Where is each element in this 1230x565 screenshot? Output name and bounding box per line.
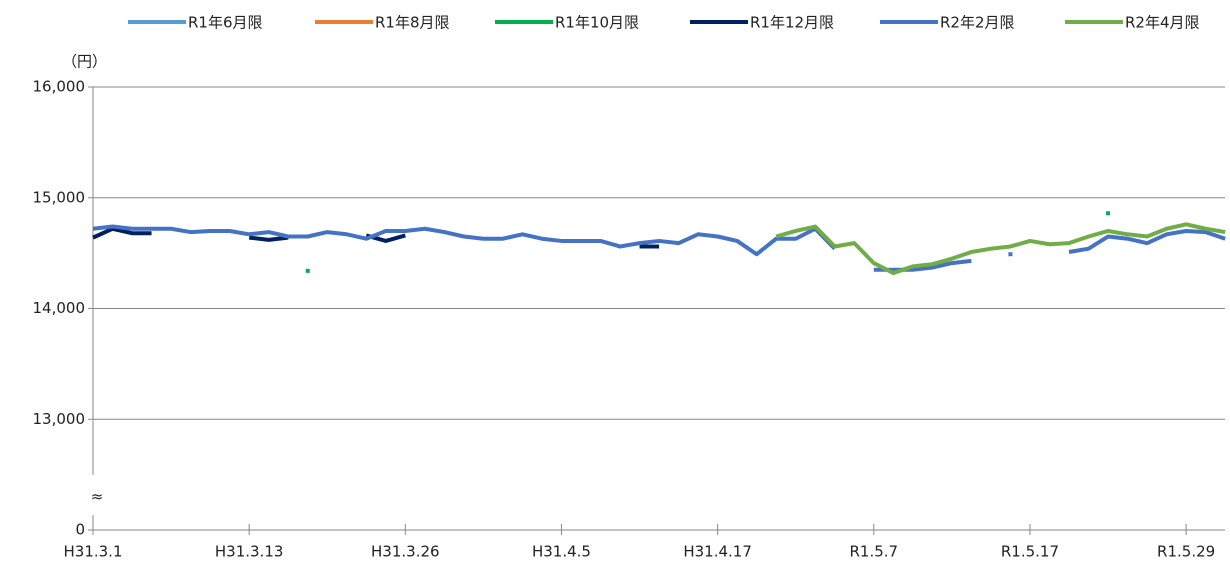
- series-line: [248, 235, 289, 242]
- data-point: [1008, 252, 1013, 257]
- legend-label: R1年6月限: [188, 14, 263, 32]
- x-tick-label: H31.4.5: [532, 543, 591, 561]
- y-tick-label: 15,000: [33, 188, 86, 206]
- data-point: [305, 268, 310, 273]
- series-line: [92, 226, 152, 240]
- series-line: [1068, 228, 1226, 254]
- x-tick-label: H31.4.17: [683, 543, 752, 561]
- legend-label: R2年4月限: [1125, 14, 1200, 32]
- series-line: [92, 224, 837, 257]
- x-tick-label: R1.5.29: [1157, 543, 1215, 561]
- y-tick-label: 13,000: [33, 410, 86, 428]
- y-tick-label: 0: [75, 521, 85, 539]
- x-tick-label: R1.5.7: [850, 543, 899, 561]
- y-axis-label: （円）: [62, 53, 107, 71]
- legend-label: R1年10月限: [555, 14, 639, 32]
- x-tick-label: H31.3.13: [215, 543, 284, 561]
- axis-break: ≈: [91, 488, 104, 506]
- series-line: [775, 222, 1226, 276]
- legend-label: R1年12月限: [750, 14, 834, 32]
- y-tick-label: 14,000: [33, 299, 86, 317]
- legend-label: R2年2月限: [940, 14, 1015, 32]
- y-tick-label: 16,000: [33, 78, 86, 96]
- x-tick-label: H31.3.26: [371, 543, 440, 561]
- legend-label: R1年8月限: [375, 14, 450, 32]
- x-tick-label: R1.5.17: [1001, 543, 1059, 561]
- data-point: [1106, 211, 1111, 216]
- x-tick-label: H31.3.1: [64, 543, 123, 561]
